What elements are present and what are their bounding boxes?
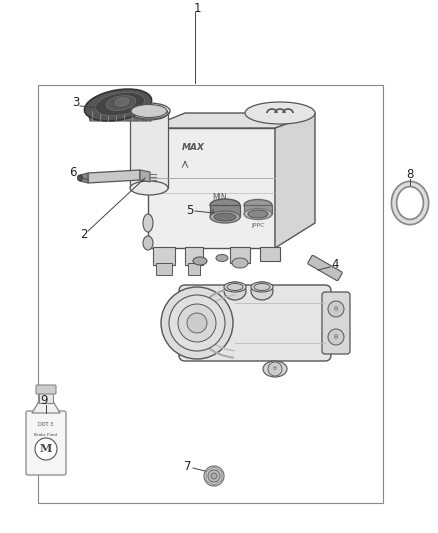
Ellipse shape (224, 282, 246, 292)
Circle shape (328, 329, 344, 345)
Ellipse shape (143, 236, 153, 250)
Circle shape (328, 301, 344, 317)
Ellipse shape (216, 254, 228, 262)
Bar (156, 263, 172, 275)
Polygon shape (275, 113, 315, 248)
Polygon shape (148, 128, 275, 248)
Ellipse shape (131, 104, 167, 117)
Ellipse shape (210, 199, 240, 211)
Ellipse shape (325, 307, 335, 329)
Text: 4: 4 (331, 259, 339, 271)
Ellipse shape (232, 258, 248, 268)
Circle shape (268, 362, 282, 376)
Circle shape (187, 313, 207, 333)
Ellipse shape (248, 210, 268, 218)
Bar (153, 247, 175, 265)
Text: 1: 1 (193, 3, 201, 15)
Polygon shape (88, 111, 153, 121)
Ellipse shape (143, 214, 153, 232)
Text: 2: 2 (80, 229, 88, 241)
Bar (185, 247, 203, 265)
Ellipse shape (251, 282, 273, 292)
Circle shape (178, 304, 216, 342)
Ellipse shape (244, 199, 272, 211)
Text: MIN: MIN (213, 193, 227, 203)
Text: M: M (40, 443, 52, 455)
Ellipse shape (245, 102, 315, 124)
Bar (39, 393, 53, 403)
Text: 6: 6 (69, 166, 77, 180)
Ellipse shape (78, 175, 82, 181)
Ellipse shape (115, 98, 129, 106)
Text: 5: 5 (186, 205, 194, 217)
Ellipse shape (130, 181, 168, 195)
Polygon shape (140, 170, 150, 182)
Text: ✱: ✱ (223, 213, 233, 223)
Polygon shape (148, 113, 315, 128)
Circle shape (169, 295, 225, 351)
Bar (210, 205, 240, 217)
Text: 3: 3 (72, 96, 80, 109)
Text: 8: 8 (406, 168, 413, 182)
Ellipse shape (85, 89, 152, 121)
Text: MAX: MAX (181, 143, 205, 152)
FancyBboxPatch shape (179, 285, 331, 361)
FancyBboxPatch shape (308, 255, 342, 280)
Ellipse shape (193, 257, 207, 265)
Ellipse shape (210, 211, 240, 223)
Ellipse shape (106, 95, 136, 110)
Polygon shape (88, 170, 140, 183)
Text: θ: θ (334, 334, 338, 340)
Circle shape (208, 470, 220, 482)
Text: 7: 7 (184, 459, 192, 472)
Ellipse shape (214, 213, 236, 221)
Bar (260, 247, 280, 261)
Bar (38, 85, 383, 503)
Circle shape (35, 438, 57, 460)
Ellipse shape (227, 284, 243, 290)
Text: θ: θ (334, 306, 338, 312)
Text: θ: θ (273, 367, 277, 372)
FancyBboxPatch shape (322, 292, 350, 354)
Circle shape (211, 473, 217, 479)
Text: Brake Fluid: Brake Fluid (35, 433, 57, 437)
Text: 9: 9 (40, 394, 48, 408)
Polygon shape (80, 173, 88, 183)
Text: DOT 3: DOT 3 (39, 423, 53, 427)
Ellipse shape (244, 208, 272, 220)
Circle shape (161, 287, 233, 359)
Bar (188, 263, 200, 275)
Ellipse shape (95, 92, 145, 116)
Polygon shape (32, 403, 60, 413)
Circle shape (204, 466, 224, 486)
Ellipse shape (251, 282, 273, 300)
Bar (130, 113, 168, 188)
Bar (244, 205, 272, 214)
Bar (230, 247, 250, 263)
Text: JPPC: JPPC (251, 222, 265, 228)
Ellipse shape (224, 282, 246, 300)
FancyBboxPatch shape (26, 411, 66, 475)
Ellipse shape (130, 106, 168, 120)
FancyBboxPatch shape (36, 385, 56, 394)
Ellipse shape (263, 361, 287, 377)
Ellipse shape (254, 284, 270, 290)
